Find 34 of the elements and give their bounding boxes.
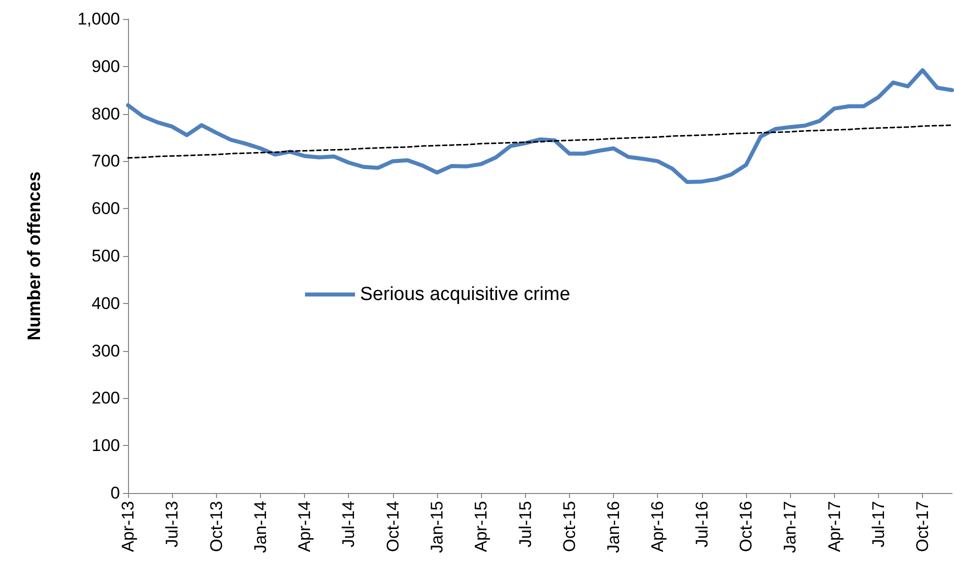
x-tick-label: Jan-17 (780, 501, 800, 553)
x-tick-label: Jul-13 (162, 501, 182, 548)
x-tick-label: Apr-13 (118, 501, 138, 552)
y-tick-label: 400 (92, 294, 120, 313)
x-tick-label: Oct-17 (913, 501, 932, 552)
x-tick-label: Jul-16 (692, 501, 712, 548)
x-tick-label: Oct-15 (560, 501, 579, 552)
line-series (127, 124, 953, 159)
y-tick-label: 200 (92, 388, 120, 408)
y-tick-label: 600 (92, 199, 120, 218)
y-tick-label: 700 (92, 152, 120, 171)
y-tick-label: 500 (92, 246, 120, 266)
legend-label: Serious acquisitive crime (360, 284, 570, 305)
x-tick-label: Jul-17 (868, 501, 888, 548)
y-axis-title: Number of offences (24, 171, 44, 341)
x-tick-label: Oct-13 (206, 501, 226, 552)
x-tick-label: Apr-17 (824, 501, 844, 552)
x-tick-label: Apr-15 (472, 501, 491, 552)
y-tick-label: 100 (92, 436, 120, 456)
x-tick-label: Oct-16 (736, 501, 756, 552)
y-tick-label: 1,000 (77, 10, 120, 28)
line-series (126, 68, 954, 184)
y-tick-label: 300 (92, 341, 120, 360)
x-tick-label: Jan-16 (604, 501, 624, 553)
x-tick-label: Jul-14 (339, 501, 358, 548)
x-tick-label: Apr-16 (648, 501, 668, 552)
x-tick-label: Oct-14 (383, 501, 402, 552)
x-tick-label: Jan-15 (428, 501, 446, 553)
x-tick-label: Jul-15 (516, 501, 535, 548)
x-tick-label: Apr-14 (295, 501, 314, 552)
y-tick-label: 0 (110, 484, 120, 502)
x-tick-label: Jan-14 (250, 501, 270, 553)
y-tick-label: 800 (92, 104, 120, 124)
y-tick-label: 900 (92, 56, 120, 76)
